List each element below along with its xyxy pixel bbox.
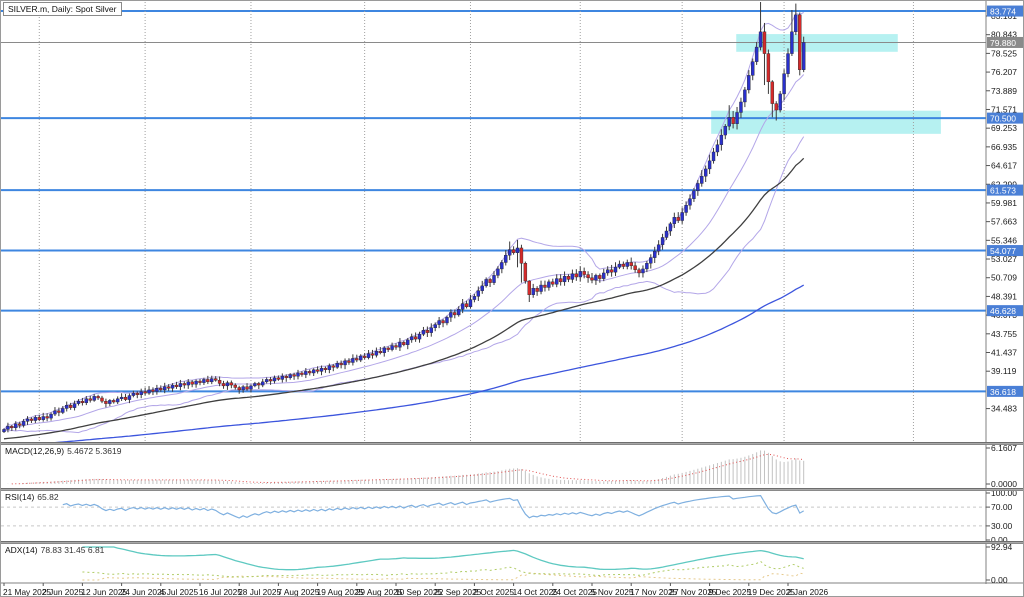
svg-text:55.346: 55.346 xyxy=(991,235,1017,245)
svg-text:43.755: 43.755 xyxy=(991,329,1017,339)
main-pane-graphics xyxy=(1,2,986,442)
svg-text:6.1607: 6.1607 xyxy=(991,443,1017,453)
bollinger-lower-band xyxy=(3,136,805,434)
price-badge xyxy=(987,184,1023,196)
adx-plus-di-line xyxy=(82,560,804,578)
svg-text:19 Dec 2025: 19 Dec 2025 xyxy=(748,587,795,597)
svg-text:57.663: 57.663 xyxy=(991,217,1017,227)
svg-text:62.299: 62.299 xyxy=(991,179,1017,189)
svg-text:80.843: 80.843 xyxy=(991,30,1017,40)
pane-splitter-rsi[interactable] xyxy=(1,488,1023,491)
time-axis[interactable] xyxy=(1,584,1023,596)
svg-text:39.119: 39.119 xyxy=(991,366,1017,376)
price-badge xyxy=(987,385,1023,397)
price-badge xyxy=(987,112,1023,124)
adx-pane[interactable] xyxy=(1,544,986,582)
svg-text:34.483: 34.483 xyxy=(991,404,1017,414)
rsi-pane-graphics xyxy=(1,494,986,527)
svg-text:9 Dec 2025: 9 Dec 2025 xyxy=(709,587,752,597)
svg-text:5 Nov 2025: 5 Nov 2025 xyxy=(591,587,634,597)
svg-text:2 Jan 2026: 2 Jan 2026 xyxy=(787,587,828,597)
svg-text:29 Aug 2025: 29 Aug 2025 xyxy=(356,587,403,597)
moving-average-slow-black xyxy=(3,157,805,440)
svg-text:17 Nov 2025: 17 Nov 2025 xyxy=(630,587,677,597)
rsi-pane[interactable] xyxy=(1,491,986,541)
svg-text:79.880: 79.880 xyxy=(990,38,1016,48)
svg-text:92.94: 92.94 xyxy=(991,542,1013,552)
svg-text:22 Sep 2025: 22 Sep 2025 xyxy=(434,587,481,597)
svg-text:0.0000: 0.0000 xyxy=(991,479,1017,489)
svg-text:59.981: 59.981 xyxy=(991,198,1017,208)
adx-main-line xyxy=(82,546,804,571)
svg-text:78.525: 78.525 xyxy=(991,48,1017,58)
svg-text:69.253: 69.253 xyxy=(991,123,1017,133)
adx-minus-di-line xyxy=(82,572,804,581)
price-badge xyxy=(987,305,1023,317)
svg-text:73.889: 73.889 xyxy=(991,86,1017,96)
chart-title-text: SILVER.m, Daily: Spot Silver xyxy=(8,4,117,14)
svg-text:100.00: 100.00 xyxy=(991,488,1017,498)
svg-text:2 Oct 2025: 2 Oct 2025 xyxy=(473,587,514,597)
svg-text:50.709: 50.709 xyxy=(991,273,1017,283)
svg-text:83.774: 83.774 xyxy=(990,7,1016,17)
price-badge xyxy=(987,36,1023,48)
svg-text:10 Sep 2025: 10 Sep 2025 xyxy=(395,587,442,597)
svg-text:61.573: 61.573 xyxy=(990,186,1016,196)
svg-text:53.027: 53.027 xyxy=(991,254,1017,264)
macd-indicator-label: MACD(12,26,9) 5.4672 5.3619 xyxy=(5,446,122,456)
price-axis-labels: 83.16180.84378.52576.20773.88971.57169.2… xyxy=(986,5,1023,585)
svg-text:41.437: 41.437 xyxy=(991,348,1017,358)
svg-text:2 Jun 2025: 2 Jun 2025 xyxy=(42,587,83,597)
chart-symbol-label: SILVER.m, Daily: Spot Silver xyxy=(3,2,122,16)
svg-text:28 Jul 2025: 28 Jul 2025 xyxy=(238,587,281,597)
macd-pane-graphics xyxy=(7,450,805,485)
svg-text:46.628: 46.628 xyxy=(990,306,1016,316)
svg-text:4 Jul 2025: 4 Jul 2025 xyxy=(160,587,199,597)
adx-indicator-label: ADX(14) 78.83 31.45 6.81 xyxy=(5,545,105,555)
adx-pane-graphics xyxy=(82,546,804,581)
svg-text:71.571: 71.571 xyxy=(991,104,1017,114)
price-badge xyxy=(987,5,1023,17)
svg-text:70.500: 70.500 xyxy=(990,114,1016,124)
svg-text:30.00: 30.00 xyxy=(991,521,1013,531)
svg-text:36.618: 36.618 xyxy=(990,387,1016,397)
svg-text:16 Jul 2025: 16 Jul 2025 xyxy=(199,587,242,597)
pane-splitter-adx[interactable] xyxy=(1,541,1023,544)
rsi-line xyxy=(62,494,804,519)
price-badge xyxy=(987,245,1023,257)
svg-text:0.00: 0.00 xyxy=(991,535,1008,545)
svg-text:0.00: 0.00 xyxy=(991,575,1008,585)
svg-text:24 Oct 2025: 24 Oct 2025 xyxy=(552,587,598,597)
svg-text:21 May 2025: 21 May 2025 xyxy=(3,587,51,597)
macd-signal-line xyxy=(11,453,804,485)
svg-text:48.391: 48.391 xyxy=(991,291,1017,301)
svg-text:66.935: 66.935 xyxy=(991,142,1017,152)
bollinger-middle-band xyxy=(3,74,805,430)
main-price-pane[interactable] xyxy=(1,15,986,442)
price-axis[interactable] xyxy=(987,1,1023,584)
svg-text:24 Jun 2025: 24 Jun 2025 xyxy=(121,587,167,597)
svg-text:12 Jun 2025: 12 Jun 2025 xyxy=(81,587,127,597)
svg-text:70.00: 70.00 xyxy=(991,502,1013,512)
svg-text:27 Nov 2025: 27 Nov 2025 xyxy=(669,587,716,597)
rsi-indicator-label: RSI(14) 65.82 xyxy=(5,492,59,502)
svg-text:7 Aug 2025: 7 Aug 2025 xyxy=(277,587,319,597)
svg-text:14 Oct 2025: 14 Oct 2025 xyxy=(513,587,559,597)
svg-text:76.207: 76.207 xyxy=(991,67,1017,77)
moving-average-slowest-blue xyxy=(54,284,805,442)
svg-text:19 Aug 2025: 19 Aug 2025 xyxy=(317,587,364,597)
macd-pane[interactable] xyxy=(1,445,986,488)
svg-text:54.077: 54.077 xyxy=(990,246,1016,256)
svg-text:64.617: 64.617 xyxy=(991,161,1017,171)
pane-splitter-macd[interactable] xyxy=(1,442,1023,445)
candlestick-series xyxy=(2,2,806,434)
